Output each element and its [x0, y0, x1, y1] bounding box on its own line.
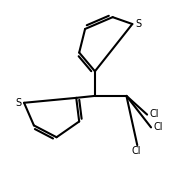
Text: Cl: Cl [153, 122, 163, 132]
Text: S: S [135, 19, 141, 29]
Text: Cl: Cl [149, 109, 159, 119]
Text: S: S [15, 98, 21, 108]
Text: Cl: Cl [132, 146, 141, 156]
